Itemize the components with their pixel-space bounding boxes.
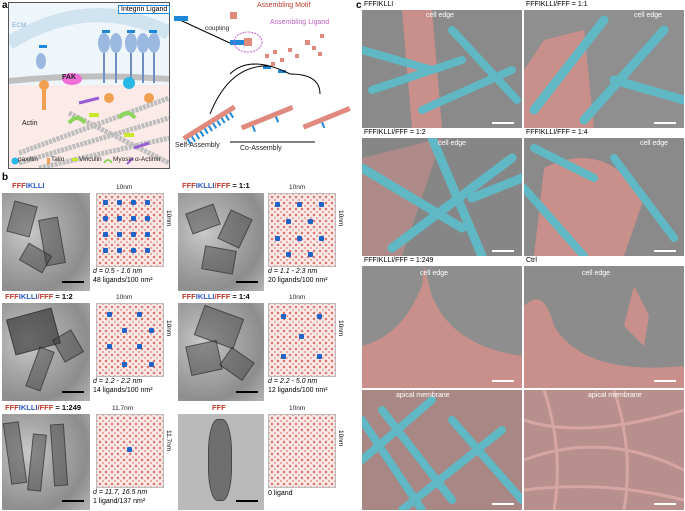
panel-a-letter: a xyxy=(2,0,8,11)
dimy-b1: 10nm xyxy=(165,210,172,227)
tem-image-b3 xyxy=(2,303,90,401)
sem-label-1: FFFIKLLI xyxy=(364,1,394,8)
sem-image-4: cell edge xyxy=(524,138,684,256)
mol-model-b4 xyxy=(268,303,336,377)
sem-image-3: cell edge xyxy=(362,138,522,256)
legend-paxillin: paxillin xyxy=(18,156,38,163)
dimx-b4: 10nm xyxy=(289,294,306,301)
sem-label-3: FFFIKLLI/FFF = 1:2 xyxy=(364,129,426,136)
actin-label: Actin xyxy=(22,120,38,127)
tem-image-b2 xyxy=(178,193,264,291)
stats-b4: d = 2.2 - 5.0 nm 12 ligands/100 nm² xyxy=(268,378,328,394)
sem-image-1: cell edge xyxy=(362,10,522,128)
stats-b6: 0 ligand xyxy=(268,490,293,497)
panel-a-schematic xyxy=(5,2,173,171)
dimx-b3: 10nm xyxy=(116,294,133,301)
legend-talin: Talin xyxy=(51,156,65,163)
title-b2: FFFIKLLI/FFF = 1:1 xyxy=(182,181,250,190)
sem-image-2: cell edge xyxy=(524,10,684,128)
title-b1: FFFIKLLI xyxy=(12,181,45,190)
co-assembly-label: Co-Assembly xyxy=(240,145,282,152)
title-b5: FFFIKLLI/FFF = 1:249 xyxy=(5,403,82,412)
sem-label-6: Ctrl xyxy=(526,257,537,264)
dimy-b4: 10nm xyxy=(337,320,344,337)
legend-myosin: Myosin xyxy=(113,156,134,163)
tem-image-b1 xyxy=(2,193,90,291)
stats-b3: d = 1.2 - 2.2 nm 14 ligands/100 nm² xyxy=(93,378,153,394)
dimx-b5: 11.7nm xyxy=(112,405,134,412)
panel-b-letter: b xyxy=(2,172,9,183)
sem-image-5: cell edge xyxy=(362,266,522,388)
panel-c-letter: c xyxy=(356,0,362,11)
dimx-b1: 10nm xyxy=(116,184,133,191)
sem-label-4: FFFIKLLI/FFF = 1:4 xyxy=(526,129,588,136)
cell-diagram xyxy=(5,8,173,171)
legend-alpha-actinin: α-Actinin xyxy=(135,156,161,163)
sem-image-8: apical membrane xyxy=(524,390,684,510)
stats-b1: d = 0.5 - 1.6 nm 48 ligands/100 nm² xyxy=(93,268,153,284)
dimy-b2: 10nm xyxy=(337,210,344,227)
legend-vinculin: Vinculin xyxy=(79,156,102,163)
dimx-b6: 10nm xyxy=(289,405,306,412)
mol-model-b2 xyxy=(268,193,336,267)
assembling-motif-label: Assembling Motif xyxy=(257,2,311,9)
dimy-b3: 10nm xyxy=(165,320,172,337)
sem-label-5: FFFIKLLI/FFF = 1:249 xyxy=(364,257,434,264)
dimy-b5: 11.7nm xyxy=(165,430,172,452)
mol-model-b3 xyxy=(96,303,164,377)
title-b6: FFF xyxy=(212,403,226,412)
self-assembly-label: Self-Assembly xyxy=(175,142,220,149)
tem-image-b5 xyxy=(2,414,90,510)
mol-model-b1 xyxy=(96,193,164,267)
mol-model-b5 xyxy=(96,414,164,488)
integrin-ligand-label: Integrin Ligand xyxy=(118,5,171,14)
sem-image-7: apical membrane xyxy=(362,390,522,510)
fak-label: FAK xyxy=(62,74,76,81)
title-b4: FFFIKLLI/FFF = 1:4 xyxy=(182,292,250,301)
sem-label-2: FFFIKLLI/FFF = 1:1 xyxy=(526,1,588,8)
ecm-label: ECM xyxy=(12,22,27,29)
tem-image-b4 xyxy=(178,303,264,401)
assembly-schematic xyxy=(170,4,360,169)
coupling-label: coupling xyxy=(205,25,230,32)
dimx-b2: 10nm xyxy=(289,184,306,191)
title-b3: FFFIKLLI/FFF = 1:2 xyxy=(5,292,73,301)
stats-b2: d = 1.1 - 2.3 nm 20 ligands/100 nm² xyxy=(268,268,328,284)
mol-model-b6 xyxy=(268,414,336,488)
assembling-ligand-label: Assembling Ligand xyxy=(270,19,330,26)
sem-image-6: cell edge xyxy=(524,266,684,388)
dimy-b6: 10nm xyxy=(337,430,344,447)
stats-b5: d = 11.7, 16.5 nm 1 ligand/137 nm² xyxy=(93,489,148,505)
tem-image-b6 xyxy=(178,414,264,510)
